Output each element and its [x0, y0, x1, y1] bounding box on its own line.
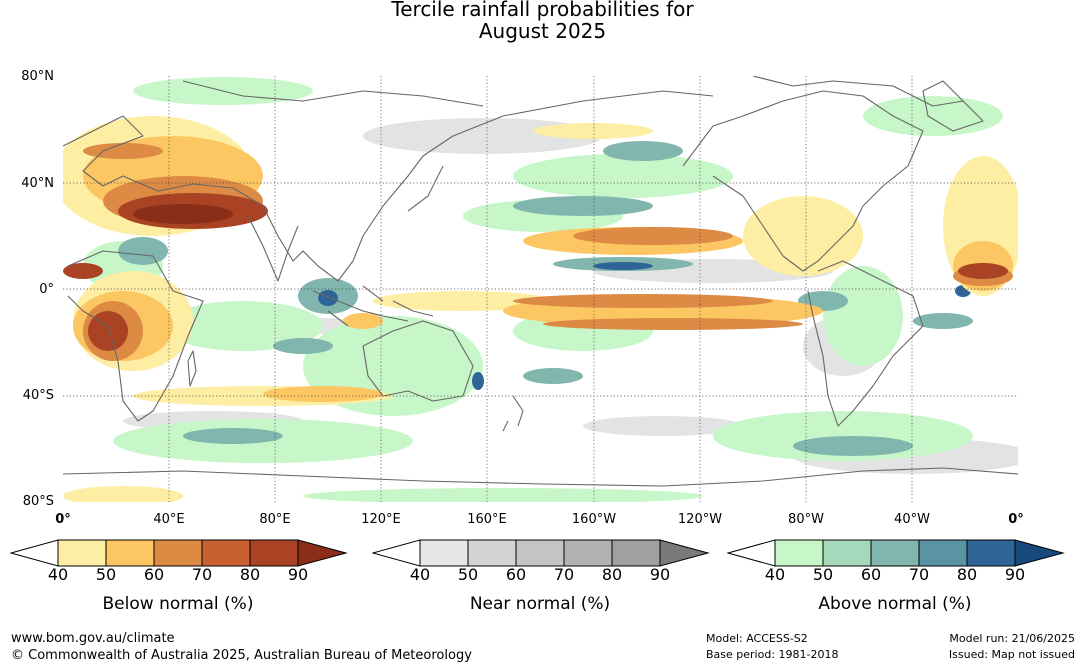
colorbar-swatch	[153, 539, 203, 567]
legend-near-tick: 50	[457, 565, 479, 584]
lat-label-40s: 40°S	[22, 388, 54, 403]
legend-below-tick: 60	[143, 565, 165, 584]
colorbar-swatch	[918, 539, 968, 567]
colorbar-lower-arrow	[372, 539, 421, 567]
colorbar-swatch	[822, 539, 872, 567]
legend-below-normal	[10, 538, 350, 568]
colorbar-lower-arrow	[10, 539, 59, 567]
colorbar-swatch	[966, 539, 1016, 567]
legend-above-tick: 60	[860, 565, 882, 584]
colorbar-upper-arrow	[1014, 539, 1065, 567]
lat-label-40n: 40°N	[21, 176, 54, 191]
lon-label-80w: 80°W	[788, 512, 824, 527]
lon-label-160e: 160°E	[467, 512, 507, 527]
colorbar-lower-arrow	[727, 539, 776, 567]
legend-above-tick: 70	[908, 565, 930, 584]
colorbar-swatch	[563, 539, 613, 567]
legend-near-normal	[372, 538, 712, 568]
legend-near-tick: 70	[553, 565, 575, 584]
legend-above-normal	[727, 538, 1067, 568]
lon-label-40w: 40°W	[894, 512, 930, 527]
colorbar-swatch	[467, 539, 517, 567]
lon-label-40e: 40°E	[153, 512, 185, 527]
footer-model-run: Model run: 21/06/2025	[949, 632, 1075, 645]
rainfall-probability-map	[63, 76, 1018, 502]
legend-below-title: Below normal (%)	[102, 594, 254, 614]
colorbar-swatch	[774, 539, 824, 567]
coastlines	[63, 76, 1018, 487]
legend-near-tick: 60	[505, 565, 527, 584]
lon-label-0-east-edge: 0°	[1008, 512, 1024, 527]
footer-base-period: Base period: 1981-2018	[706, 648, 839, 661]
above-normal-shading	[83, 77, 1003, 502]
lat-label-80s: 80°S	[22, 494, 54, 509]
colorbar-swatch	[57, 539, 107, 567]
footer-copyright: © Commonwealth of Australia 2025, Austra…	[11, 648, 472, 663]
colorbar-swatch	[870, 539, 920, 567]
footer-issued: Issued: Map not issued	[948, 648, 1075, 661]
footer-model: Model: ACCESS-S2	[706, 632, 808, 645]
legend-near-tick: 90	[649, 565, 671, 584]
legend-below-tick: 70	[191, 565, 213, 584]
legend-below-tick: 90	[287, 565, 309, 584]
lon-label-0-west-edge: 0°	[55, 512, 71, 527]
lon-label-120e: 120°E	[361, 512, 401, 527]
legend-below-colorbar	[10, 539, 348, 567]
colorbar-swatch	[611, 539, 661, 567]
legend-above-tick: 80	[956, 565, 978, 584]
legend-below-tick: 40	[47, 565, 69, 584]
graticule	[63, 76, 1018, 502]
colorbar-swatch	[419, 539, 469, 567]
legend-near-tick: 40	[409, 565, 431, 584]
legend-above-tick: 50	[812, 565, 834, 584]
legend-below-tick: 50	[95, 565, 117, 584]
lat-label-80n: 80°N	[21, 69, 54, 84]
colorbar-swatch	[105, 539, 155, 567]
legend-near-tick: 80	[601, 565, 623, 584]
legend-above-colorbar	[727, 539, 1065, 567]
colorbar-swatch	[515, 539, 565, 567]
map-title-line-1: Tercile rainfall probabilities for	[391, 0, 694, 21]
colorbar-upper-arrow	[297, 539, 348, 567]
legend-below-tick: 80	[239, 565, 261, 584]
colorbar-upper-arrow	[659, 539, 710, 567]
footer-url: www.bom.gov.au/climate	[11, 631, 175, 646]
lon-label-160w: 160°W	[571, 512, 617, 527]
legend-above-title: Above normal (%)	[818, 594, 972, 614]
colorbar-swatch	[249, 539, 299, 567]
below-normal-shading	[63, 116, 1018, 502]
legend-above-tick: 40	[764, 565, 786, 584]
map-title-line-2: August 2025	[478, 19, 607, 43]
legend-near-colorbar	[372, 539, 710, 567]
lon-label-120w: 120°W	[677, 512, 723, 527]
lat-label-equator: 0°	[39, 282, 54, 297]
colorbar-swatch	[201, 539, 251, 567]
legend-above-tick: 90	[1004, 565, 1026, 584]
lon-label-80e: 80°E	[259, 512, 291, 527]
legend-near-title: Near normal (%)	[469, 594, 611, 614]
